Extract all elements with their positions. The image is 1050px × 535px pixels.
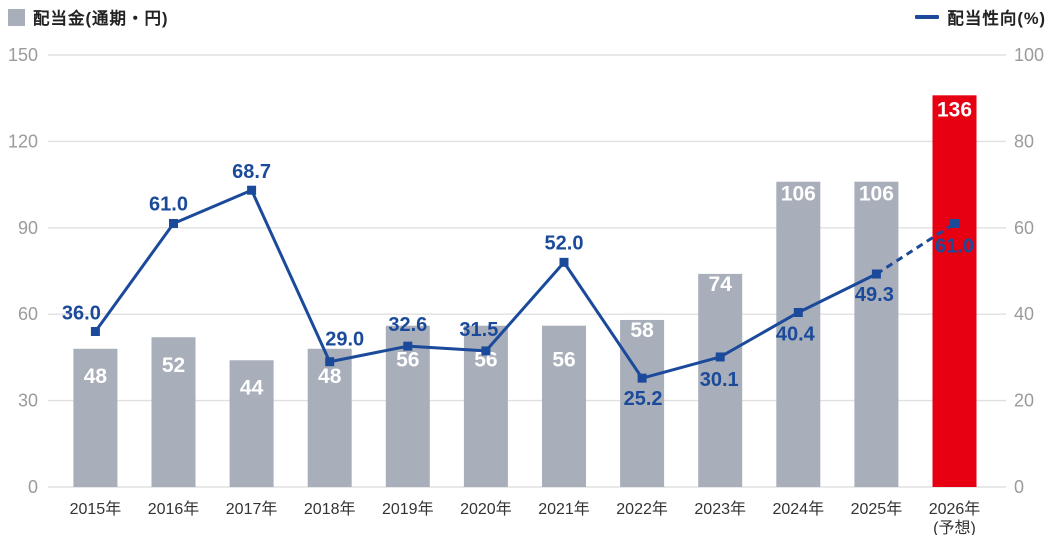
line-value-label: 31.5: [459, 319, 498, 341]
bar: [151, 337, 196, 487]
line-value-label: 40.4: [776, 323, 816, 345]
payout-ratio-line-forecast-dashed: [875, 222, 956, 276]
x-axis-label: 2026年: [929, 500, 981, 518]
line-value-label: 68.7: [232, 161, 271, 183]
line-marker: [169, 218, 178, 228]
line-marker: [481, 346, 491, 356]
x-axis-label: 2024年: [772, 500, 824, 518]
x-axis-label: 2022年: [616, 500, 668, 518]
line-value-label: 49.3: [855, 284, 894, 306]
bar: [542, 325, 586, 487]
line-value-label: 25.2: [624, 388, 663, 410]
bar-value-label: 74: [709, 273, 733, 296]
line-marker: [403, 341, 413, 351]
x-axis-label: 2017年: [226, 500, 278, 518]
bar: [229, 360, 274, 487]
bar: [620, 319, 665, 487]
bar-value-label: 44: [240, 376, 264, 399]
line-marker: [325, 357, 335, 367]
x-axis-label: 2015年: [70, 500, 122, 518]
bar: [73, 348, 118, 487]
line-marker: [637, 373, 647, 383]
line-value-label: 30.1: [700, 369, 739, 391]
bar-value-label: 56: [396, 349, 419, 372]
x-axis-label: 2023年: [694, 500, 746, 518]
right-axis-tick-label: 60: [1014, 218, 1034, 238]
right-axis-tick-label: 20: [1014, 391, 1034, 411]
line-value-label: 61.0: [149, 193, 188, 215]
line-marker: [559, 257, 569, 267]
bar-forecast: [932, 95, 977, 487]
bar-value-label: 56: [552, 349, 575, 372]
right-axis-tick-label: 100: [1014, 45, 1044, 65]
x-axis-label: 2025年: [851, 500, 903, 518]
bar: [854, 181, 899, 487]
bar-value-label: 106: [859, 183, 894, 206]
x-axis-label: 2021年: [538, 500, 590, 518]
line-marker: [793, 307, 803, 317]
line-marker: [715, 352, 725, 362]
bar-value-label: 58: [630, 319, 654, 342]
x-axis-label: (予想): [933, 519, 976, 535]
bar-value-label: 56: [474, 349, 497, 372]
bar: [698, 273, 743, 487]
bar: [385, 325, 430, 487]
left-axis-tick-label: 90: [18, 218, 38, 238]
line-marker: [871, 269, 881, 279]
bar-value-label: 48: [318, 365, 342, 388]
x-axis-label: 2018年: [304, 500, 356, 518]
line-value-label: 52.0: [545, 232, 584, 254]
bar-value-label: 48: [84, 365, 108, 388]
right-axis-tick-label: 80: [1014, 131, 1034, 151]
left-axis-tick-label: 30: [18, 391, 38, 411]
bar-value-label: 136: [937, 98, 972, 121]
line-value-label: 36.0: [62, 302, 101, 324]
right-axis-tick-label: 40: [1014, 304, 1034, 324]
left-axis-tick-label: 60: [18, 304, 38, 324]
bar: [776, 181, 821, 487]
x-axis-label: 2019年: [382, 500, 434, 518]
left-axis-tick-label: 120: [8, 131, 38, 151]
line-value-label: 32.6: [388, 314, 427, 336]
line-marker: [90, 326, 100, 336]
bar: [307, 348, 352, 487]
x-axis-label: 2020年: [460, 500, 512, 518]
bar-value-label: 52: [162, 354, 185, 377]
left-axis-tick-label: 150: [8, 45, 38, 65]
left-axis-tick-label: 0: [28, 477, 38, 497]
line-marker: [950, 218, 959, 228]
line-value-label: 61.0: [935, 235, 974, 257]
x-axis-label: 2016年: [148, 500, 200, 518]
line-value-label: 29.0: [325, 329, 364, 351]
line-marker: [247, 185, 257, 195]
right-axis-tick-label: 0: [1014, 477, 1024, 497]
bar-value-label: 106: [781, 183, 816, 206]
